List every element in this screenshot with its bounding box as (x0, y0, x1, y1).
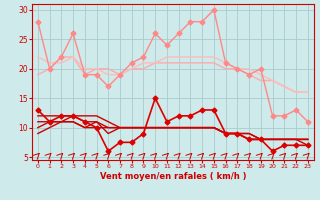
X-axis label: Vent moyen/en rafales ( km/h ): Vent moyen/en rafales ( km/h ) (100, 172, 246, 181)
